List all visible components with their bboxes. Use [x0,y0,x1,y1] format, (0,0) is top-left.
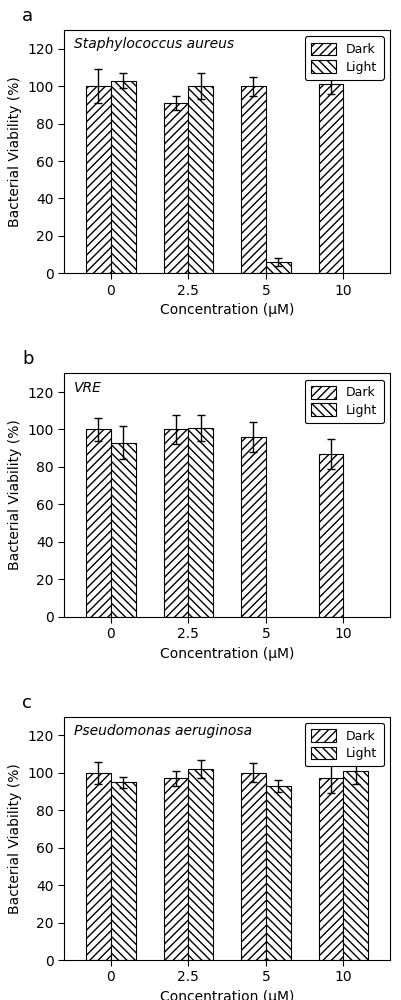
Text: b: b [22,350,33,368]
Bar [265,786,290,960]
Bar [318,454,342,617]
Bar [188,428,213,617]
Text: a: a [22,7,33,25]
Bar [163,778,188,960]
Y-axis label: Bacterial Viability (%): Bacterial Viability (%) [8,76,22,227]
Bar [86,86,111,273]
Bar [241,86,265,273]
X-axis label: Concentration (μM): Concentration (μM) [160,990,294,1000]
Bar [111,443,135,617]
Bar [342,771,367,960]
Y-axis label: Bacterial Viability (%): Bacterial Viability (%) [8,420,22,570]
Bar [86,773,111,960]
Bar [318,778,342,960]
Bar [163,103,188,273]
Bar [318,84,342,273]
Y-axis label: Bacterial Viability (%): Bacterial Viability (%) [8,763,22,914]
Legend: Dark, Light: Dark, Light [304,36,383,80]
Bar [188,86,213,273]
X-axis label: Concentration (μM): Concentration (μM) [160,303,294,317]
Text: Staphylococcus aureus: Staphylococcus aureus [74,37,234,51]
Text: c: c [22,694,32,712]
Bar [241,437,265,617]
Bar [111,81,135,273]
Bar [163,429,188,617]
Text: Pseudomonas aeruginosa: Pseudomonas aeruginosa [74,724,251,738]
Legend: Dark, Light: Dark, Light [304,380,383,423]
Legend: Dark, Light: Dark, Light [304,723,383,766]
Text: VRE: VRE [74,381,102,395]
Bar [86,429,111,617]
Bar [188,769,213,960]
Bar [241,773,265,960]
Bar [111,782,135,960]
X-axis label: Concentration (μM): Concentration (μM) [160,647,294,661]
Bar [265,262,290,273]
